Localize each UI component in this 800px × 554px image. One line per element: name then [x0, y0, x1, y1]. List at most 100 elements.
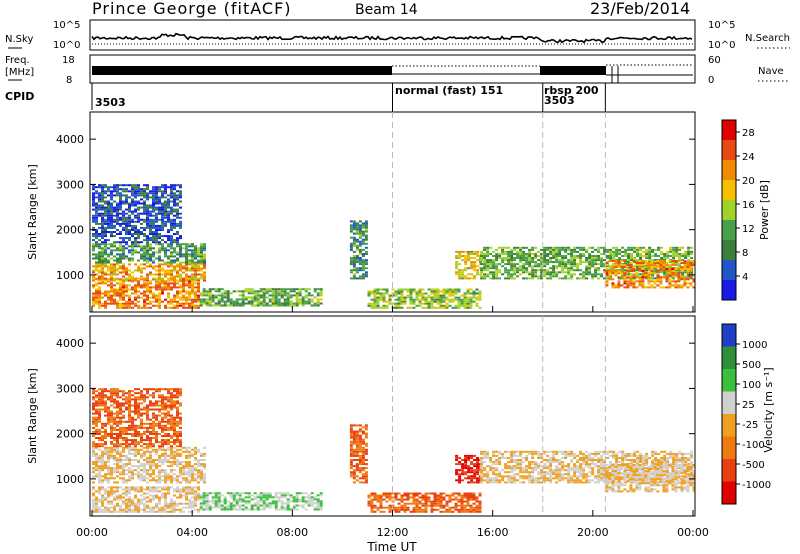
- power-colorbar-frame: [721, 119, 737, 301]
- power-colorbar-swatch: [722, 260, 736, 281]
- vel-colorbar-label: -100: [742, 440, 765, 451]
- time-x-ticks: 00:00 04:00 08:00 12:00 16:00 20:00 00:00: [76, 306, 709, 539]
- vel-echo-region: [92, 446, 206, 484]
- nave-tick-top: 60: [708, 55, 721, 66]
- power-colorbar-swatch: [722, 120, 736, 141]
- power-echo-region: [92, 184, 182, 244]
- velocity-echo-layer: [92, 388, 696, 513]
- vel-colorbar-label: 500: [742, 360, 761, 371]
- vel-colorbar-label: -500: [742, 460, 765, 471]
- noise-left-label: N.Sky: [5, 34, 33, 45]
- power-colorbar-swatch: [722, 240, 736, 261]
- power-echo-region: [455, 250, 483, 280]
- x-tick-label: 20:00: [577, 526, 609, 539]
- vel-colorbar-swatch: [722, 459, 736, 482]
- vel-colorbar-swatch: [722, 436, 736, 460]
- noise-right-tick-bottom: 10^0: [708, 40, 735, 51]
- power-ylabel: Slant Range [km]: [26, 164, 39, 260]
- freq-band-2: [540, 66, 606, 75]
- station-title: Prince George (fitACF): [92, 0, 292, 18]
- power-ytick-label: 2000: [56, 224, 84, 237]
- power-echo-layer: [92, 184, 696, 309]
- noise-right-tick-top: 10^5: [708, 20, 735, 31]
- power-echo-region: [199, 288, 323, 307]
- power-colorbar-label: 20: [742, 176, 755, 187]
- vel-echo-region: [199, 492, 323, 511]
- noise-right-label: N.Search: [745, 33, 790, 44]
- power-colorbar-swatch: [722, 200, 736, 221]
- power-colorbar-swatch: [722, 220, 736, 241]
- power-colorbar-label: 12: [742, 224, 755, 235]
- power-time-gridlines: [392, 112, 606, 312]
- noise-panel-frame: [89, 19, 696, 51]
- x-tick-label: 12:00: [377, 526, 409, 539]
- vel-ytick-label: 3000: [56, 382, 84, 395]
- vel-colorbar-swatch: [722, 346, 736, 370]
- velocity-colorbar-label: Velocity [m s⁻¹]: [762, 367, 775, 452]
- power-colorbar-label: 28: [742, 128, 755, 139]
- cpid-dividers: [392, 83, 606, 112]
- cpid-segment-1: 3503: [95, 96, 126, 109]
- nave-tick-bottom: 0: [708, 75, 714, 86]
- noise-left-tick-top: 10^5: [53, 20, 80, 31]
- x-tick-label: 16:00: [477, 526, 509, 539]
- velocity-colorbar: 1000 500 100 25 -25 -100 -500 -1000: [721, 323, 771, 505]
- vel-colorbar-swatch: [722, 414, 736, 437]
- freq-tick-top: 18: [62, 55, 75, 66]
- power-echo-region: [92, 243, 206, 264]
- vel-echo-region: [92, 486, 200, 513]
- power-colorbar-swatch: [722, 160, 736, 181]
- power-colorbar-swatch: [722, 180, 736, 201]
- power-colorbar-label: 16: [742, 200, 755, 211]
- vel-colorbar-label: 1000: [742, 340, 767, 351]
- power-colorbar-label: 8: [742, 248, 748, 259]
- power-colorbar-label: Power [dB]: [758, 180, 771, 240]
- power-colorbar-swatch: [722, 280, 736, 301]
- vel-colorbar-frame: [721, 323, 737, 505]
- power-echo-region: [605, 260, 696, 289]
- power-ytick-label: 4000: [56, 133, 84, 146]
- beam-title: Beam 14: [355, 2, 418, 18]
- vel-echo-region: [455, 454, 483, 484]
- x-tick-label: 00:00: [76, 526, 108, 539]
- power-ytick-label: 3000: [56, 178, 84, 191]
- x-tick-label: 08:00: [276, 526, 308, 539]
- vel-echo-region: [605, 464, 696, 493]
- velocity-ylabel: Slant Range [km]: [26, 368, 39, 464]
- vel-colorbar-label: 100: [742, 380, 761, 391]
- cpid-segment-4: 3503: [544, 94, 575, 107]
- vel-ytick-label: 2000: [56, 428, 84, 441]
- cpid-segment-3: rbsp 200: [544, 84, 599, 97]
- power-y-ticks: 1000 2000 3000 4000: [56, 133, 695, 282]
- vel-colorbar-swatch: [722, 324, 736, 347]
- power-echo-region: [92, 278, 200, 309]
- vel-echo-region: [349, 424, 368, 484]
- freq-label-line2: [MHz]: [5, 67, 34, 78]
- power-colorbar: 4 8 12 16 20 24 28: [721, 119, 755, 301]
- vel-colorbar-label: -25: [742, 420, 758, 431]
- x-tick-label: 04:00: [176, 526, 208, 539]
- time-axis-label: Time UT: [366, 540, 417, 554]
- noise-left-tick-bottom: 10^0: [53, 40, 80, 51]
- noise-sky-trace: [91, 32, 693, 44]
- vel-colorbar-label: 25: [742, 400, 755, 411]
- vel-colorbar-swatch: [722, 391, 736, 415]
- power-colorbar-swatch: [722, 140, 736, 161]
- freq-label-line1: Freq.: [5, 55, 30, 66]
- power-echo-region: [92, 263, 206, 282]
- vel-echo-region: [92, 388, 182, 448]
- cpid-segment-2: normal (fast) 151: [395, 84, 503, 97]
- power-colorbar-label: 24: [742, 152, 755, 163]
- vel-colorbar-swatch: [722, 481, 736, 505]
- power-echo-region: [349, 220, 368, 280]
- freq-tick-bottom: 8: [66, 75, 72, 86]
- vel-ytick-label: 1000: [56, 473, 84, 486]
- cpid-label: CPID: [5, 90, 34, 103]
- vel-colorbar-swatch: [722, 369, 736, 392]
- vel-colorbar-label: -1000: [742, 480, 771, 491]
- vel-echo-region: [367, 492, 482, 513]
- nave-label: Nave: [758, 66, 784, 77]
- power-ytick-label: 1000: [56, 269, 84, 282]
- velocity-y-ticks: 1000 2000 3000 4000: [56, 337, 695, 486]
